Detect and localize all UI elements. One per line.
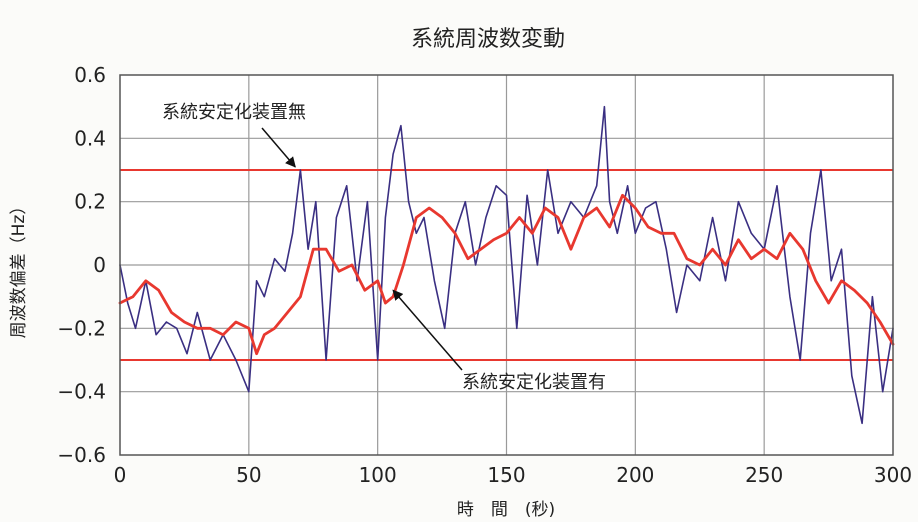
tick-labels: 0 50 100 150 200 250 300 0.6 0.4 0.2 0 −0.2 −0.4 −0.6: [57, 63, 912, 487]
annotation-arrow: [261, 127, 296, 168]
x-tick-label: 150: [487, 463, 525, 487]
series-line-with-stabilizer: [118, 193, 895, 356]
x-tick-label: 100: [359, 463, 397, 487]
y-tick-label: −0.2: [57, 316, 106, 340]
y-tick-label: 0: [93, 253, 106, 277]
x-tick-label: 200: [616, 463, 654, 487]
plot-frame: [119, 74, 894, 456]
series-line-without-stabilizer: [119, 105, 894, 425]
annotation-label: 系統安定化装置無: [162, 102, 306, 123]
y-tick-label: −0.6: [57, 443, 106, 467]
annotation-label: 系統安定化装置有: [462, 372, 606, 393]
x-tick-label: 50: [236, 463, 261, 487]
y-tick-label: 0.6: [74, 63, 106, 87]
series-layer: [118, 105, 895, 425]
y-tick-label: 0.2: [74, 190, 106, 214]
x-axis-label: 時 間 (秒): [457, 500, 555, 520]
plot-border: [119, 74, 894, 456]
y-tick-label: 0.4: [74, 126, 106, 150]
reference-lines: [120, 169, 893, 361]
x-tick-label: 300: [874, 463, 912, 487]
annotation-arrow: [392, 289, 463, 371]
x-tick-label: 0: [114, 463, 127, 487]
chart-title: 系統周波数変動: [411, 27, 565, 52]
x-tick-label: 250: [745, 463, 783, 487]
y-axis-label: 周波数偏差（Hz）: [9, 198, 29, 339]
y-tick-label: −0.4: [57, 380, 106, 404]
